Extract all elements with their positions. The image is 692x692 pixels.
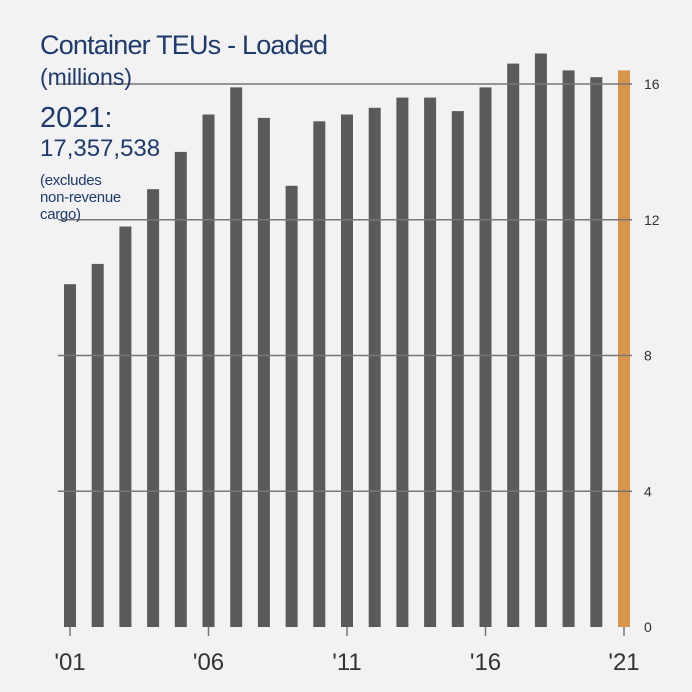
bar-2005 [174,151,187,627]
y-tick-label: 16 [644,76,660,92]
bar-2008 [257,117,270,628]
bar-2012 [368,107,381,628]
y-tick-label: 0 [644,619,652,635]
highlight-note: (excludes non-revenue cargo) [40,172,327,223]
highlight-value-label: 17,357,538 [40,135,161,162]
x-tick-label: '11 [332,649,362,676]
bar-2014 [424,97,437,628]
note-line: cargo) [40,206,81,223]
x-tick-label: '21 [608,649,639,676]
bar-2011 [341,114,353,627]
y-tick-label: 4 [644,483,652,499]
note-line: non-revenue [40,189,121,206]
bar-2003 [119,226,132,627]
bar-2020 [590,77,603,627]
bar-2006 [202,114,215,627]
bar-2021 [618,70,630,627]
bar-2001 [64,284,76,627]
x-tick-label: '16 [470,649,501,676]
title-block: Container TEUs - Loaded (millions) 2021:… [40,28,328,223]
note-line: (excludes [40,172,102,189]
x-tick-label: '01 [54,649,85,676]
bar-2013 [396,97,409,628]
chart-title: Container TEUs - Loaded [40,30,328,60]
bar-2019 [562,70,575,627]
bar-2010 [313,121,326,628]
bar-2018 [534,53,547,627]
bar-2015 [451,111,464,628]
bar-2002 [91,263,104,627]
x-tick-label: '06 [193,649,224,676]
bar-2004 [147,189,160,627]
highlight-year-label: 2021: [40,102,113,134]
units-label: (millions) [40,64,132,90]
bar-2016 [479,87,492,627]
bar-2009 [285,185,298,628]
y-tick-label: 8 [644,348,652,364]
bar-2007 [230,87,243,627]
bar-2017 [507,63,520,628]
y-tick-label: 12 [644,212,660,228]
